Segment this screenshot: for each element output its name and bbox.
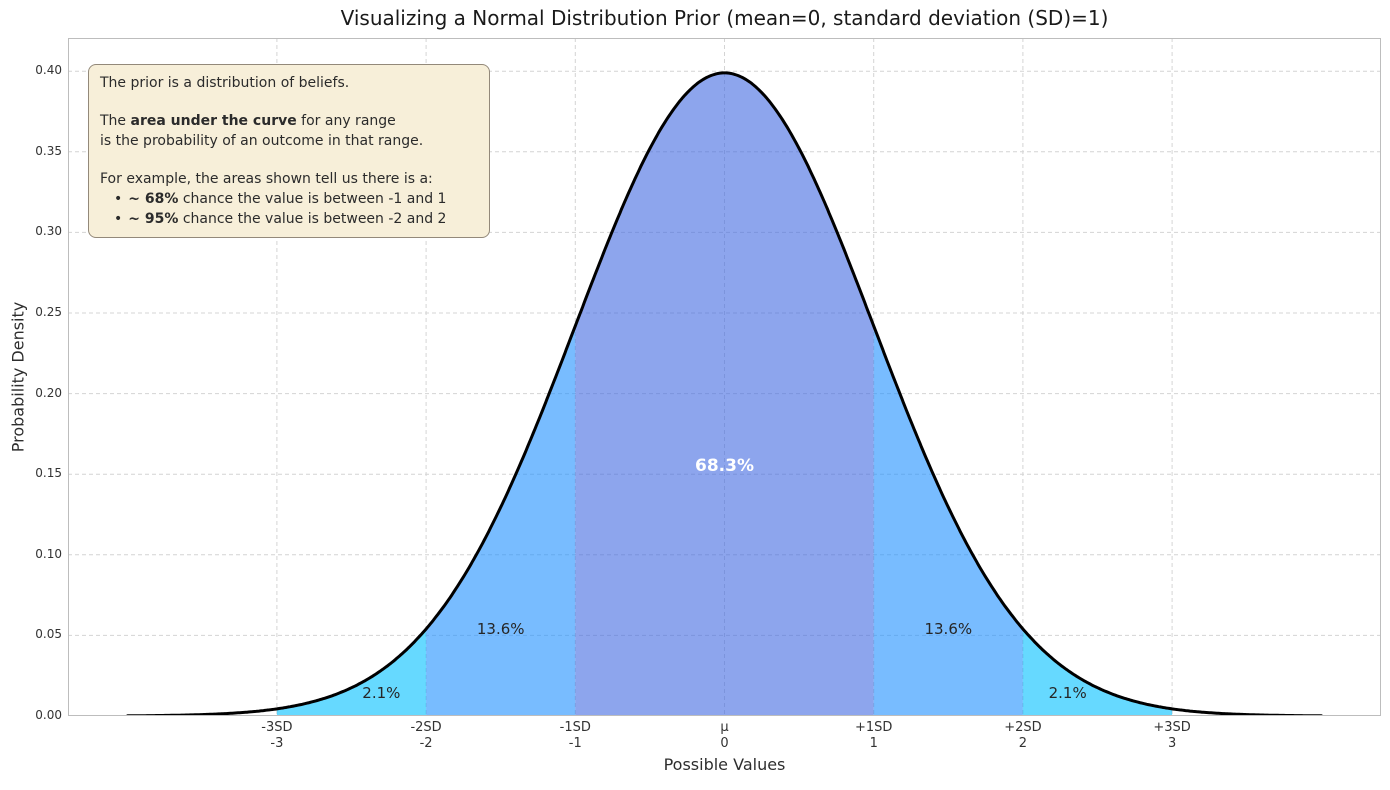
area-percent-label: 2.1% xyxy=(1048,683,1087,702)
x-axis-tick-label: -1SD -1 xyxy=(535,720,615,752)
x-axis-tick-label: -3SD -3 xyxy=(237,720,317,752)
y-axis-tick-label: 0.00 xyxy=(35,708,62,722)
x-tick-value-label: -3 xyxy=(270,736,284,751)
note-text: The xyxy=(100,113,131,129)
x-tick-sd-label: -2SD xyxy=(410,720,442,735)
x-tick-sd-label: -3SD xyxy=(261,720,293,735)
y-axis-tick-label: 0.05 xyxy=(35,627,62,642)
y-axis-tick-label: 0.25 xyxy=(35,305,62,319)
area-percent-label: 13.6% xyxy=(476,619,525,638)
x-tick-sd-label: -1SD xyxy=(559,720,591,735)
band-fill--3-to--2 xyxy=(276,629,427,716)
note-text: chance the value is between -2 and 2 xyxy=(178,211,447,227)
x-axis-tick-label: +2SD 2 xyxy=(983,720,1063,752)
area-percent-label: 2.1% xyxy=(362,683,401,702)
density-curve xyxy=(126,71,1323,716)
note-text: chance the value is between -1 and 1 xyxy=(178,191,447,207)
x-tick-sd-label: μ xyxy=(720,720,729,735)
area-percent-label: 13.6% xyxy=(924,619,973,638)
note-bold-area-under-curve: area under the curve xyxy=(130,113,297,129)
bullet-icon: • xyxy=(114,191,123,207)
x-tick-sd-label: +3SD xyxy=(1153,720,1191,735)
note-bold-95: ~ 95% xyxy=(128,211,179,227)
x-axis-tick-label: +3SD 3 xyxy=(1132,720,1212,752)
note-bold-68: ~ 68% xyxy=(128,191,179,207)
chart-title: Visualizing a Normal Distribution Prior … xyxy=(340,6,1109,30)
x-axis-tick-label: +1SD 1 xyxy=(834,720,914,752)
distribution-plot-svg xyxy=(68,38,1381,716)
band-fill--1-to-1 xyxy=(575,72,874,716)
note-line-probability: is the probability of an outcome in that… xyxy=(100,133,424,149)
x-tick-value-label: 0 xyxy=(720,736,729,751)
y-axis-tick-label: 0.35 xyxy=(35,143,62,158)
explanation-box: The prior is a distribution of beliefs. … xyxy=(88,64,490,238)
y-axis-label: Probability Density xyxy=(8,301,28,453)
note-line-area: The area under the curve for any range xyxy=(100,111,478,131)
area-percent-label: 68.3% xyxy=(695,456,754,477)
x-tick-value-label: -2 xyxy=(419,736,433,751)
note-line-beliefs: The prior is a distribution of beliefs. xyxy=(100,75,350,91)
x-tick-value-label: 2 xyxy=(1018,736,1028,751)
x-tick-value-label: 1 xyxy=(869,736,878,751)
note-bullet-95: • ~ 95% chance the value is between -2 an… xyxy=(100,209,478,229)
note-line-example: For example, the areas shown tell us the… xyxy=(100,171,433,187)
note-bullet-68: • ~ 68% chance the value is between -1 an… xyxy=(100,189,478,209)
plot-area xyxy=(68,38,1381,716)
x-tick-sd-label: +1SD xyxy=(854,720,893,735)
bullet-icon: • xyxy=(114,211,123,227)
y-axis-tick-label: 0.10 xyxy=(35,546,62,561)
band-fill-2-to-3 xyxy=(1022,629,1173,716)
y-axis-tick-label: 0.40 xyxy=(35,63,62,78)
x-tick-value-label: -1 xyxy=(568,736,582,751)
x-tick-value-label: 3 xyxy=(1167,736,1177,751)
x-axis-label: Possible Values xyxy=(663,755,786,774)
x-axis-tick-label: -2SD -2 xyxy=(386,720,466,752)
y-axis-tick-label: 0.20 xyxy=(35,385,62,400)
y-axis-tick-label: 0.15 xyxy=(35,466,62,481)
y-axis-tick-label: 0.30 xyxy=(35,224,62,239)
note-text: for any range xyxy=(296,113,396,129)
x-tick-sd-label: +2SD xyxy=(1004,720,1042,735)
